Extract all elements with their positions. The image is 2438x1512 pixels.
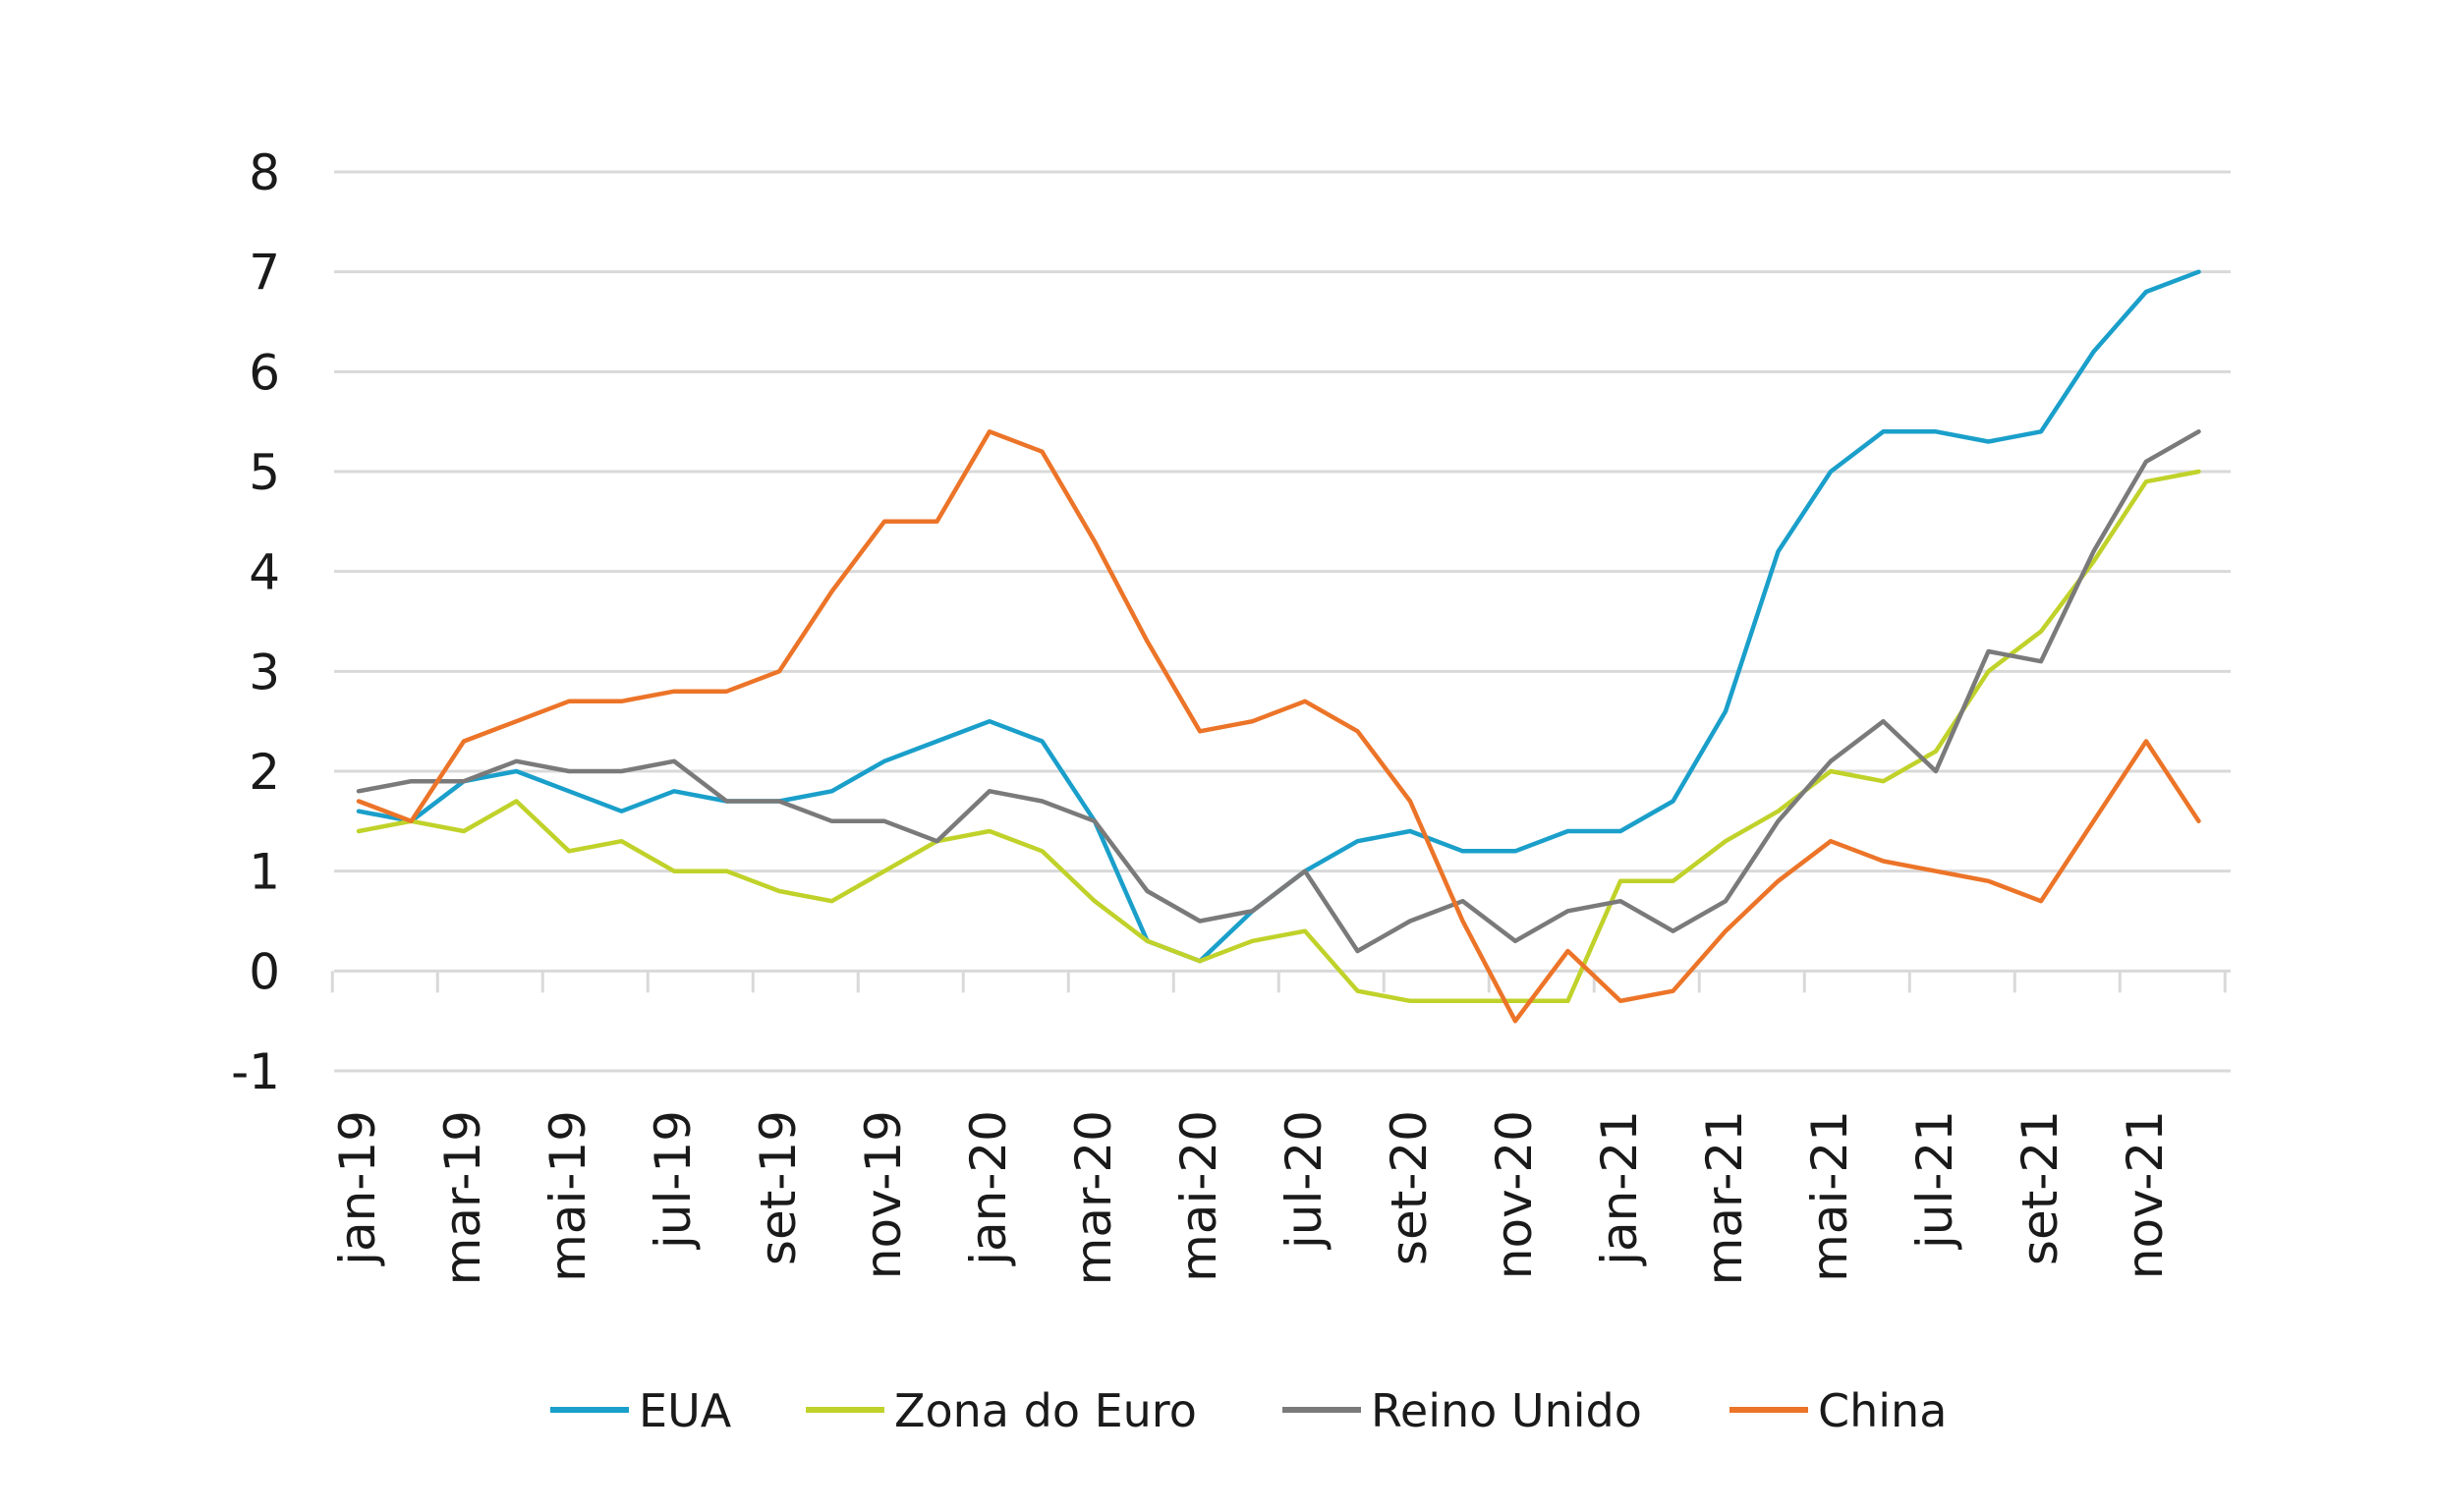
x-tick-label: mar-19 [434,1110,491,1285]
legend-label: Reino Unido [1371,1384,1642,1437]
y-tick-label: 0 [249,943,280,1000]
y-tick-label: 6 [249,344,280,401]
x-tick-label: set-20 [1381,1110,1438,1265]
y-axis-ticks: -1 0 1 2 3 4 5 6 7 8 [231,144,280,1100]
series-lines [356,269,2201,1024]
y-tick-label: -1 [231,1043,280,1100]
x-tick-label: mai-20 [1170,1110,1227,1282]
y-tick-label: 1 [249,844,280,901]
x-tick-label: jul-20 [1276,1110,1332,1250]
legend: EUA Zona do Euro Reino Unido China [550,1384,1947,1437]
x-tick-label: mai-21 [1801,1110,1858,1282]
y-tick-label: 5 [249,444,280,501]
y-tick-label: 3 [249,644,280,700]
x-tick-label: set-21 [2012,1110,2069,1265]
x-tick-label: nov-19 [855,1110,912,1279]
x-tick-label: jul-19 [645,1110,702,1250]
legend-label: EUA [639,1384,732,1437]
x-axis-tick-labels: jan-19 mar-19 mai-19 jul-19 set-19 nov-19 jan-… [329,1110,2174,1285]
x-tick-label: mai-19 [539,1110,596,1282]
y-tick-label: 7 [249,245,280,302]
x-tick-label: set-19 [750,1110,807,1265]
series-line-0 [356,269,2201,964]
x-tick-label: mar-21 [1696,1110,1753,1285]
y-tick-label: 4 [249,544,280,601]
x-tick-label: jan-20 [960,1110,1017,1266]
series-line-2 [356,429,2201,954]
legend-label: China [1818,1384,1947,1437]
x-tick-label: jan-19 [329,1110,386,1266]
gridlines [334,170,2231,1073]
x-axis [330,969,2231,993]
legend-label: Zona do Euro [894,1384,1197,1437]
x-tick-label: nov-20 [1486,1110,1543,1279]
x-tick-label: mar-20 [1065,1110,1122,1285]
x-tick-label: nov-21 [2117,1110,2174,1279]
x-tick-label: jan-21 [1591,1110,1648,1266]
y-tick-label: 8 [249,144,280,201]
series-line-1 [356,469,2201,1004]
series-line-3 [356,429,2201,1024]
x-tick-label: jul-21 [1906,1110,1963,1250]
y-tick-label: 2 [249,744,280,801]
